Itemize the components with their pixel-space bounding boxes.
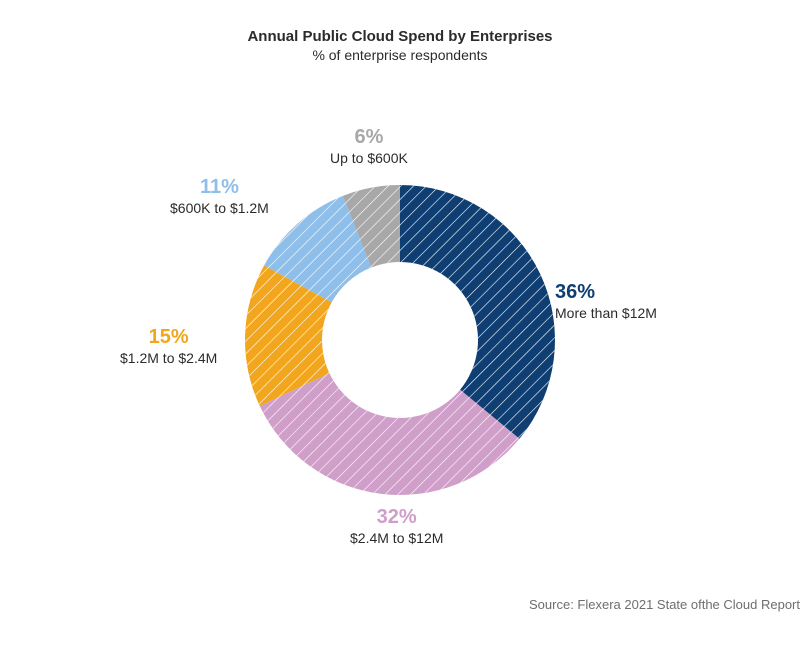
donut-svg [150,80,650,580]
chart-title: Annual Public Cloud Spend by Enterprises [0,28,800,45]
donut-chart: 36%More than $12M32%$2.4M to $12M15%$1.2… [150,80,650,580]
chart-title-block: Annual Public Cloud Spend by Enterprises… [0,0,800,63]
chart-subtitle: % of enterprise respondents [0,47,800,63]
source-citation: Source: Flexera 2021 State ofthe Cloud R… [529,597,800,612]
